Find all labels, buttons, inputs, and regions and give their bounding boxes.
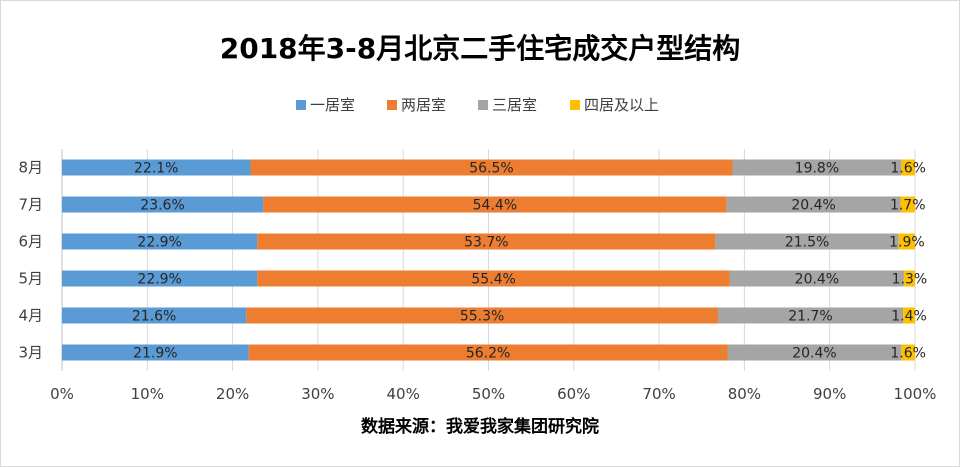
- bar-segment: [900, 196, 915, 213]
- x-axis-labels: 0% 10% 20% 30% 40% 50% 60% 70% 80% 90% 100%: [50, 385, 936, 403]
- y-axis-labels: 8月 7月 6月 5月 4月 3月: [18, 159, 43, 362]
- bar-segment: [717, 307, 904, 324]
- data-label: 55.3%: [460, 309, 504, 325]
- legend-item: 一居室: [296, 96, 355, 114]
- data-label: 21.6%: [132, 309, 176, 325]
- data-label: 22.9%: [137, 272, 181, 288]
- bar-segment: [62, 233, 258, 250]
- data-label: 53.7%: [464, 235, 508, 251]
- bar-segment: [257, 233, 716, 250]
- x-tick-label: 0%: [50, 385, 74, 403]
- x-tick-label: 70%: [642, 385, 675, 403]
- bar-segment: [901, 159, 915, 176]
- x-tick-label: 60%: [557, 385, 590, 403]
- bar-segment: [62, 344, 249, 361]
- bar-segment: [903, 307, 915, 324]
- data-label: 54.4%: [473, 198, 517, 214]
- data-label: 22.1%: [134, 161, 178, 177]
- bar-segment: [248, 344, 728, 361]
- x-tick-label: 50%: [472, 385, 505, 403]
- bar-segment: [727, 344, 902, 361]
- data-label: 1.4%: [891, 309, 927, 325]
- legend-label: 四居及以上: [584, 96, 659, 114]
- chart-legend: 一居室 两居室 三居室 四居及以上: [296, 96, 659, 114]
- data-label: 1.6%: [890, 161, 926, 177]
- x-tick-label: 20%: [216, 385, 249, 403]
- bar-segment: [729, 270, 904, 287]
- bar-segment: [62, 270, 258, 287]
- bar-segment: [726, 196, 901, 213]
- x-tick-label: 10%: [131, 385, 164, 403]
- chart-title: 2018年3-8月北京二手住宅成交户型结构: [220, 32, 741, 65]
- legend-swatch: [570, 100, 580, 110]
- data-label: 19.8%: [795, 161, 839, 177]
- data-label: 22.9%: [137, 235, 181, 251]
- data-label: 1.9%: [889, 235, 925, 251]
- source-note: 数据来源：我爱我家集团研究院: [361, 416, 599, 437]
- chart-bars: 22.1% 56.5% 19.8% 1.6% 23.6% 54.4% 20.4% 1.7% 22…: [62, 159, 928, 362]
- data-label: 1.6%: [890, 346, 926, 362]
- bar-segment: [901, 344, 915, 361]
- data-label: 56.2%: [466, 346, 510, 362]
- data-label: 21.9%: [133, 346, 177, 362]
- legend-item: 三居室: [478, 96, 537, 114]
- bar-segment: [263, 196, 727, 213]
- category-label: 8月: [18, 159, 43, 177]
- category-label: 6月: [18, 233, 43, 251]
- data-label: 1.7%: [890, 198, 926, 214]
- legend-item: 四居及以上: [570, 96, 659, 114]
- legend-label: 三居室: [492, 96, 537, 114]
- legend-item: 两居室: [387, 96, 446, 114]
- bar-segment: [257, 270, 730, 287]
- category-label: 7月: [18, 196, 43, 214]
- x-tick-label: 30%: [301, 385, 334, 403]
- bar-segment: [62, 196, 264, 213]
- bar-segment: [715, 233, 899, 250]
- x-tick-label: 80%: [728, 385, 761, 403]
- bar-segment: [732, 159, 902, 176]
- bar-segment: [62, 159, 251, 176]
- x-tick-label: 100%: [894, 385, 937, 403]
- legend-swatch: [387, 100, 397, 110]
- data-label: 20.4%: [795, 272, 839, 288]
- x-tick-label: 40%: [387, 385, 420, 403]
- bar-segment: [898, 233, 915, 250]
- data-label: 56.5%: [469, 161, 513, 177]
- data-label: 23.6%: [140, 198, 184, 214]
- data-label: 55.4%: [471, 272, 515, 288]
- bar-segment: [62, 307, 247, 324]
- category-label: 4月: [18, 307, 43, 325]
- legend-label: 一居室: [310, 96, 355, 114]
- chart-gridlines: [61, 149, 916, 371]
- x-tick-label: 90%: [813, 385, 846, 403]
- data-label: 20.4%: [792, 346, 836, 362]
- category-label: 3月: [18, 344, 43, 362]
- category-label: 5月: [18, 270, 43, 288]
- legend-swatch: [296, 100, 306, 110]
- data-label: 20.4%: [791, 198, 835, 214]
- data-label: 21.5%: [785, 235, 829, 251]
- bar-segment: [903, 270, 915, 287]
- bar-segment: [246, 307, 718, 324]
- bar-segment: [250, 159, 733, 176]
- data-label: 1.3%: [892, 272, 928, 288]
- legend-swatch: [478, 100, 488, 110]
- legend-label: 两居室: [401, 96, 446, 114]
- data-label: 21.7%: [788, 309, 832, 325]
